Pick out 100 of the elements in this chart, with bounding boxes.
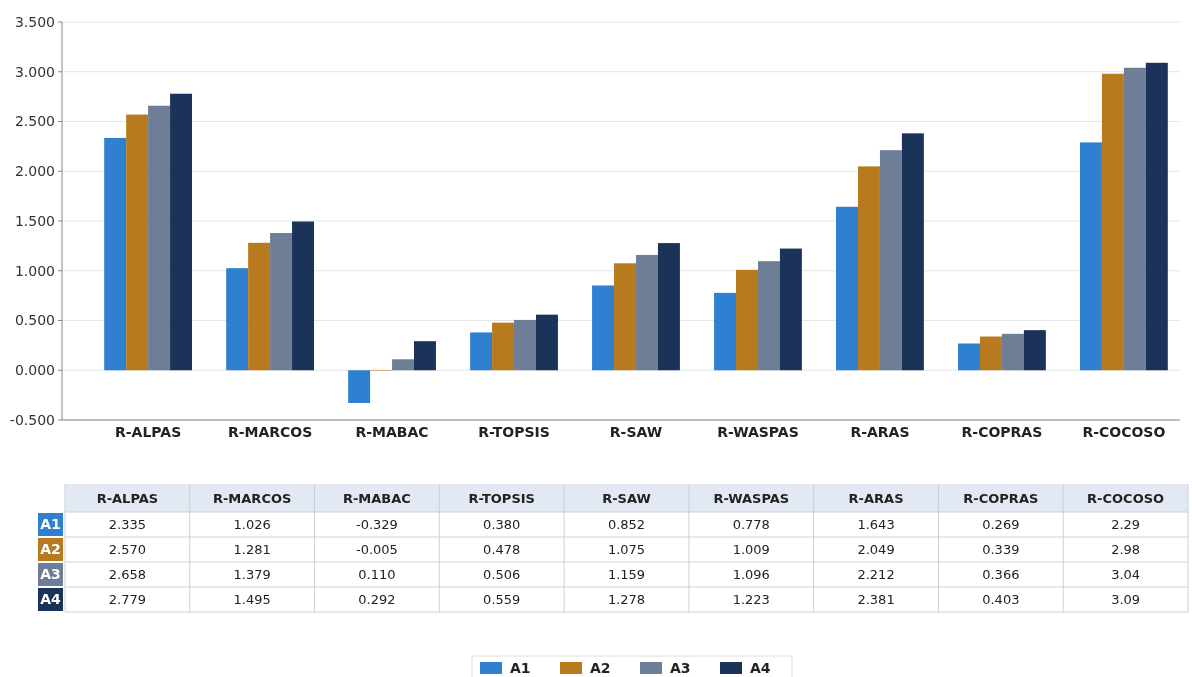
- data-label: 2.381: [857, 592, 895, 608]
- x-tick-label: R-SAW: [609, 424, 663, 440]
- bar: [492, 322, 515, 371]
- bar: [879, 150, 902, 371]
- bar: [958, 343, 980, 371]
- category-label: R-MARCOS: [212, 490, 292, 506]
- bar: [148, 105, 171, 371]
- category-label: R-ARAS: [848, 490, 904, 506]
- legend-label: A4: [750, 659, 771, 676]
- bar: [592, 285, 615, 371]
- bar: [1001, 333, 1024, 371]
- bar: [170, 93, 193, 371]
- data-label: 1.075: [607, 542, 646, 558]
- bar: [1079, 142, 1102, 371]
- bar: [248, 242, 271, 371]
- text: A1: [40, 516, 61, 533]
- x-tick-label: R-COPRAS: [961, 424, 1043, 440]
- y-tick-label: -0.500: [9, 411, 55, 428]
- x-tick-label: R-TOPSIS: [478, 424, 550, 440]
- data-label: 1.379: [233, 567, 271, 583]
- data-label: 1.495: [233, 592, 271, 608]
- text: A2: [40, 541, 61, 558]
- data-label: 0.380: [483, 517, 521, 533]
- data-label: 2.212: [857, 567, 895, 583]
- bar: [979, 336, 1002, 371]
- x-tick-label: R-MABAC: [355, 424, 429, 440]
- data-label: 2.570: [108, 542, 146, 558]
- bar: [901, 133, 924, 371]
- y-tick-label: 0.000: [14, 362, 55, 379]
- bar: [779, 248, 802, 371]
- category-label: R-COCOSO: [1087, 490, 1165, 506]
- data-label: -0.005: [355, 542, 398, 558]
- x-tick-label: R-MARCOS: [227, 424, 313, 440]
- data-label: 2.98: [1111, 542, 1141, 558]
- y-tick-label: 2.500: [14, 113, 55, 130]
- bar: [1145, 62, 1168, 371]
- data-label: 0.269: [982, 517, 1020, 533]
- bar: [736, 269, 758, 371]
- bar: [1123, 67, 1146, 371]
- bar: [392, 359, 415, 371]
- data-label: 2.29: [1111, 517, 1141, 533]
- bar: [757, 261, 780, 371]
- data-label: 0.403: [982, 592, 1020, 608]
- bar: [348, 370, 371, 403]
- bar: [226, 268, 249, 371]
- bar: [535, 314, 558, 371]
- data-label: 0.110: [358, 567, 396, 583]
- bar: [414, 341, 436, 371]
- data-label: 1.223: [732, 592, 770, 608]
- legend-label: A3: [670, 659, 691, 676]
- y-tick-label: 3.500: [14, 13, 55, 30]
- data-label: 2.779: [108, 592, 146, 608]
- bar: [104, 137, 127, 371]
- bar: [714, 292, 737, 371]
- category-label: R-WASPAS: [713, 490, 790, 506]
- data-label: 0.478: [483, 542, 521, 558]
- y-tick-label: 3.000: [14, 63, 55, 80]
- category-label: R-ALPAS: [96, 490, 159, 506]
- category-label: R-COPRAS: [963, 490, 1039, 506]
- y-tick-label: 2.000: [14, 163, 55, 180]
- bar: [470, 332, 493, 371]
- y-tick-label: 0.500: [14, 312, 55, 329]
- bar: [292, 221, 314, 371]
- bar: [636, 254, 658, 371]
- data-label: 0.339: [982, 542, 1020, 558]
- bar: [126, 114, 149, 371]
- bar: [836, 206, 858, 371]
- category-label: R-MABAC: [342, 490, 411, 506]
- x-tick-label: R-ALPAS: [114, 424, 182, 440]
- data-label: 2.335: [108, 517, 146, 533]
- y-tick-label: 1.000: [14, 262, 55, 279]
- data-label: 0.506: [483, 567, 521, 583]
- bar: [514, 319, 536, 371]
- data-label: 0.852: [607, 517, 646, 533]
- text: A4: [40, 591, 61, 608]
- text: A3: [40, 566, 61, 583]
- data-label: 1.643: [857, 517, 895, 533]
- data-label: 1.096: [732, 567, 770, 583]
- category-label: R-TOPSIS: [468, 490, 535, 506]
- data-label: 2.049: [857, 542, 895, 558]
- data-label: 0.559: [483, 592, 521, 608]
- data-label: 3.04: [1111, 567, 1141, 583]
- y-tick-label: 1.500: [14, 212, 55, 229]
- bar: [1023, 330, 1046, 371]
- bar: [614, 263, 636, 371]
- data-label: 0.292: [358, 592, 396, 608]
- bar: [857, 166, 880, 371]
- data-label: 1.278: [607, 592, 646, 608]
- bar: [657, 243, 680, 371]
- data-label: 2.658: [108, 567, 146, 583]
- bar: [270, 233, 293, 371]
- legend-label: A2: [590, 659, 611, 676]
- bar: [1101, 73, 1124, 371]
- data-label: 1.159: [607, 567, 646, 583]
- x-tick-label: R-COCOSO: [1082, 424, 1166, 440]
- legend-label: A1: [510, 659, 531, 676]
- data-label: 1.281: [233, 542, 271, 558]
- data-label: 0.366: [982, 567, 1020, 583]
- data-label: 1.026: [233, 517, 271, 533]
- data-label: 3.09: [1111, 592, 1141, 608]
